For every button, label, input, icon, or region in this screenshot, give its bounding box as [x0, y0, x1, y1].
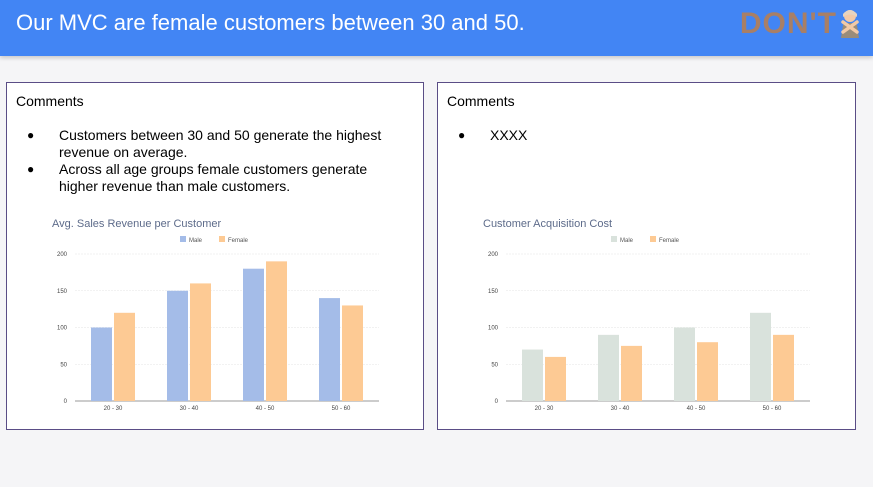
bar-female [190, 283, 211, 401]
comment-bullet: XXXX [458, 127, 838, 144]
legend-swatch [611, 236, 617, 242]
x-tick-label: 30 - 40 [611, 406, 630, 412]
legend-label: Male [620, 238, 634, 244]
legend-swatch [650, 236, 656, 242]
chart-title: Avg. Sales Revenue per Customer [52, 218, 221, 230]
slide-header: Our MVC are female customers between 30 … [0, 0, 873, 56]
comments-heading: Comments [447, 93, 515, 109]
x-tick-label: 40 - 50 [256, 406, 275, 412]
x-tick-label: 30 - 40 [180, 406, 199, 412]
bar-male [243, 268, 264, 401]
person-gesturing-no-icon [841, 10, 859, 38]
comment-bullet: Customers between 30 and 50 generate the… [27, 127, 407, 161]
bar-male [167, 290, 188, 401]
x-tick-label: 50 - 60 [763, 406, 782, 412]
bar-female [545, 356, 566, 401]
chart-title: Customer Acquisition Cost [483, 218, 612, 230]
legend-swatch [219, 236, 225, 242]
bar-male [750, 312, 771, 401]
x-tick-label: 20 - 30 [104, 406, 123, 412]
x-tick-label: 20 - 30 [535, 406, 554, 412]
bar-female [266, 261, 287, 401]
y-tick-label: 100 [488, 326, 499, 332]
y-tick-label: 50 [491, 362, 498, 368]
comment-bullet: Across all age groups female customers g… [27, 161, 407, 195]
bar-male [319, 298, 340, 401]
legend-label: Female [659, 238, 680, 244]
y-tick-label: 150 [57, 289, 68, 295]
bar-male [674, 327, 695, 401]
comments-list: XXXX [458, 127, 838, 144]
revenue-bar-chart: Avg. Sales Revenue per Customer Male Femal… [52, 218, 379, 412]
acquisition-bar-chart: Customer Acquisition Cost Male Female 0 50 10… [483, 218, 810, 412]
x-tick-label: 50 - 60 [332, 406, 351, 412]
y-tick-label: 0 [495, 399, 499, 405]
comments-panel-acquisition: Comments XXXX Customer Acquisition Cost M… [437, 82, 856, 430]
bar-male [598, 334, 619, 401]
y-tick-label: 200 [57, 252, 68, 258]
bar-female [621, 345, 642, 401]
y-tick-label: 0 [64, 399, 68, 405]
legend-label: Female [228, 238, 249, 244]
y-tick-label: 50 [60, 362, 67, 368]
bar-female [342, 305, 363, 401]
bar-male [91, 327, 112, 401]
legend-swatch [180, 236, 186, 242]
bar-female [773, 334, 794, 401]
y-tick-label: 200 [488, 252, 499, 258]
comments-heading: Comments [16, 93, 84, 109]
y-tick-label: 150 [488, 289, 499, 295]
comments-panel-revenue: Comments Customers between 30 and 50 gen… [6, 82, 424, 430]
dont-badge: DON'T [739, 7, 837, 40]
comments-list: Customers between 30 and 50 generate the… [27, 127, 407, 195]
legend-label: Male [189, 238, 203, 244]
y-tick-label: 100 [57, 326, 68, 332]
bar-female [114, 312, 135, 401]
bar-female [697, 342, 718, 401]
bar-male [522, 349, 543, 401]
slide-title: Our MVC are female customers between 30 … [16, 10, 525, 35]
x-tick-label: 40 - 50 [687, 406, 706, 412]
